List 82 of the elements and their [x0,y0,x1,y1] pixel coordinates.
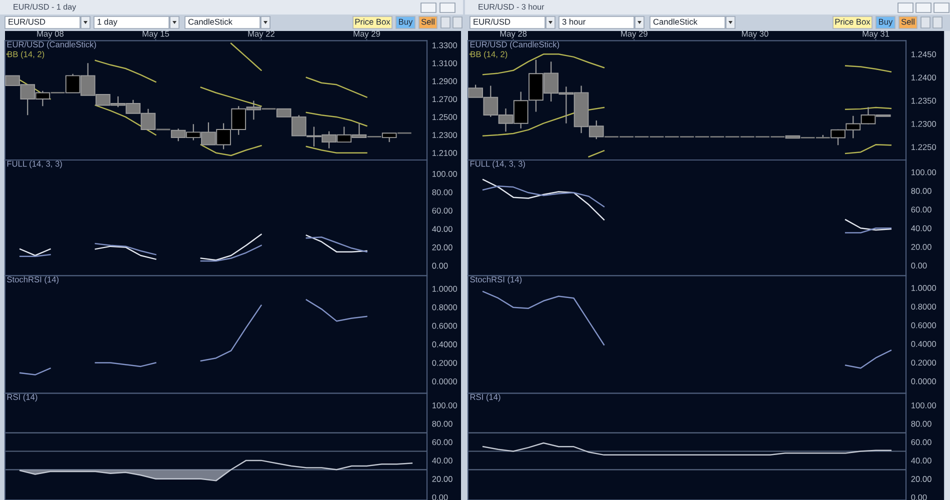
text: Buy [879,18,893,26]
y-tick-label: 0.0000 [432,378,458,384]
line-series [19,460,413,482]
x-tick-label: May 30 [742,30,768,38]
y-tick-label: 80.00 [432,420,452,427]
text: CandleStick [188,18,232,25]
y-tick-label: 20.00 [911,244,932,250]
chart-title: EUR/USD (CandleStick) [470,41,560,50]
y-tick-label: 40.00 [432,458,452,464]
y-tick-label: 100.00 [432,170,458,177]
y-tick-label: 1.2100 [432,150,458,156]
y-tick-label: 1.2300 [432,132,458,138]
y-tick-label: 0.4000 [911,341,936,347]
text: EUR/USD [474,18,510,25]
y-tick-label: 1.2250 [911,144,936,150]
x-tick-label: May 08 [37,30,64,38]
y-tick-label: 80.00 [432,189,452,196]
y-tick-label: 100.00 [432,402,458,408]
y-tick-label: 100.00 [911,402,936,408]
y-tick-label: 1.0000 [911,285,936,291]
y-tick-label: 0.00 [911,262,927,269]
chart-title: RSI (14) [7,394,38,402]
chart-title: StochRSI (14) [7,276,59,284]
y-tick-label: 1.2300 [911,120,936,127]
y-tick-label: 0.6000 [432,322,458,329]
y-tick-label: 1.2500 [432,114,458,120]
y-tick-label: 40.00 [911,225,932,232]
chart-title: FULL (14, 3, 3) [7,160,62,168]
legend-label: BB (14, 2) [470,51,508,59]
text: Price Box [835,18,870,25]
y-tick-label: 1.3100 [432,60,458,66]
y-tick-label: 40.00 [911,458,932,464]
y-tick-label: 1.2450 [911,51,936,58]
y-tick-label: 20.00 [432,244,452,250]
y-tick-label: 40.00 [432,226,452,232]
x-tick-label: May 15 [142,30,170,38]
text: Sell [901,18,914,25]
y-tick-label: 100.00 [911,169,936,176]
y-tick-label: 0.4000 [432,341,458,348]
text: CandleStick [653,18,698,25]
line-series [482,442,892,456]
y-tick-label: 60.00 [911,439,932,446]
y-tick-label: 0.8000 [911,304,936,310]
x-tick-label: May 29 [354,30,380,38]
y-tick-label: 60.00 [911,206,932,213]
text: 3 hour [562,18,586,25]
text: Sell [421,18,434,25]
y-tick-label: 1.0000 [432,286,458,292]
text: Price Box [355,18,390,25]
y-tick-label: 0.00 [911,494,927,500]
y-tick-label: 60.00 [432,439,452,446]
text: EUR/USD - 3 hour [478,4,544,10]
y-tick-label: 1.2400 [911,74,936,80]
y-tick-label: 20.00 [432,476,452,482]
chart-title: StochRSI (14) [470,276,522,284]
text: EUR/USD - 1 day [14,4,76,12]
y-tick-label: 60.00 [432,208,452,214]
y-tick-label: 0.6000 [911,322,936,328]
y-tick-label: 80.00 [911,188,932,194]
y-tick-label: 1.2900 [432,78,458,84]
y-tick-label: 0.8000 [432,304,458,310]
y-tick-label: 0.00 [432,494,448,500]
x-tick-label: May 31 [862,30,890,38]
y-tick-label: 0.00 [432,262,448,269]
y-tick-label: 80.00 [911,420,932,427]
legend-label: BB (14, 2) [8,51,44,59]
y-tick-label: 0.2000 [432,360,458,366]
x-tick-label: May 29 [621,30,648,38]
y-tick-label: 0.2000 [911,360,936,366]
chart-title: FULL (14, 3, 3) [470,160,525,168]
chart-title: RSI (14) [470,394,500,402]
y-tick-label: 1.2700 [432,96,458,102]
y-tick-label: 0.0000 [911,378,936,384]
x-tick-label: May 22 [248,30,274,38]
text: 1 day [98,18,118,26]
text: EUR/USD [8,18,46,25]
x-tick-label: May 28 [500,30,527,38]
y-tick-label: 20.00 [911,476,932,482]
y-tick-label: 1.2350 [911,98,936,104]
chart-title: EUR/USD (CandleStick) [7,41,96,50]
text: Buy [399,18,413,26]
y-tick-label: 1.3300 [432,42,458,48]
